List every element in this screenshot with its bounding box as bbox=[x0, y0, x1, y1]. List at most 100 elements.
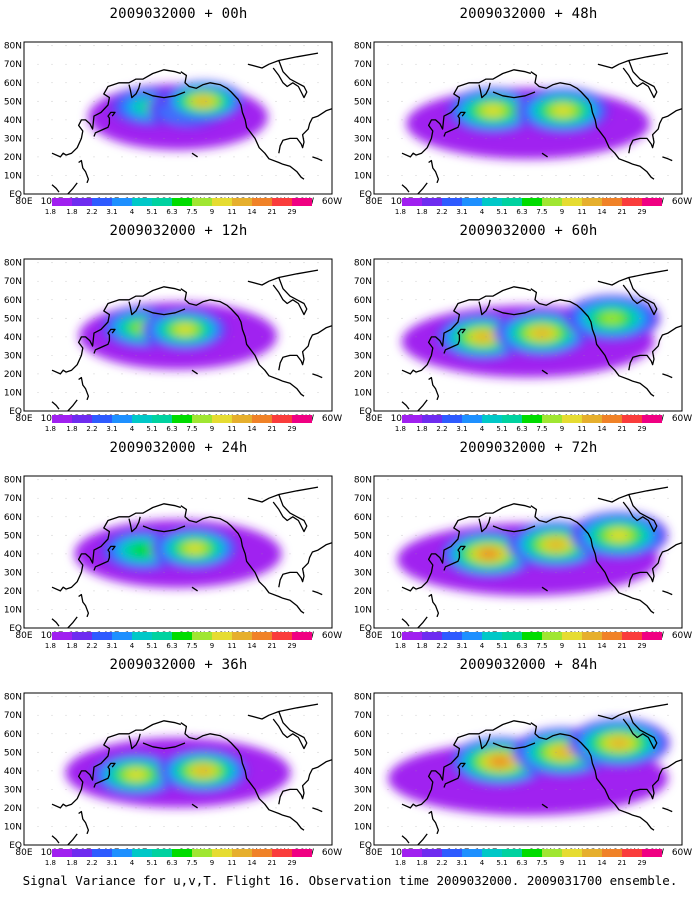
lat-tick-label: 40N bbox=[4, 116, 22, 126]
colorbar-label: 11 bbox=[578, 425, 587, 433]
colorbar-label: 5.1 bbox=[496, 425, 507, 433]
colorbar-swatch bbox=[252, 632, 272, 640]
lat-tick-label: EQ bbox=[359, 190, 372, 200]
colorbar-label: 3.1 bbox=[106, 859, 117, 867]
colorbar-label: 1.8 bbox=[66, 642, 77, 650]
colorbar-swatch bbox=[232, 198, 252, 206]
lat-tick-label: EQ bbox=[9, 407, 22, 417]
lat-tick-label: 70N bbox=[354, 711, 372, 721]
colorbar-label: 4 bbox=[480, 642, 485, 650]
lat-tick-label: EQ bbox=[359, 407, 372, 417]
lat-tick-label: 70N bbox=[354, 60, 372, 70]
colorbar-swatch bbox=[132, 415, 152, 423]
forecast-panel: 2009032000 + 72h 80N 70N 60N 50N 40N 30N 20N 10N… bbox=[354, 438, 700, 656]
colorbar-swatch bbox=[402, 849, 422, 857]
colorbar-label: 7.5 bbox=[186, 859, 197, 867]
lat-tick-label: 50N bbox=[4, 97, 22, 107]
lon-tick-label: 60W bbox=[672, 631, 692, 641]
colorbar-label: 1.8 bbox=[45, 642, 56, 650]
lat-tick-label: 80N bbox=[354, 693, 372, 703]
colorbar-swatch bbox=[192, 632, 212, 640]
lat-tick-label: 30N bbox=[4, 568, 22, 578]
colorbar-label: 7.5 bbox=[186, 642, 197, 650]
coastline bbox=[51, 703, 332, 845]
colorbar-label: 1.8 bbox=[45, 208, 56, 216]
forecast-panel: 2009032000 + 24h 80N 70N 60N 50N 40N 30N 20N 10N… bbox=[4, 438, 351, 656]
colorbar-swatch bbox=[152, 632, 172, 640]
lat-tick-label: 20N bbox=[4, 804, 22, 814]
colorbar-label: 4 bbox=[480, 859, 485, 867]
colorbar-swatch bbox=[582, 849, 602, 857]
lat-tick-label: 70N bbox=[354, 277, 372, 287]
colorbar-swatch bbox=[212, 415, 232, 423]
colorbar-label: 5.1 bbox=[146, 642, 157, 650]
colorbar-label: 29 bbox=[288, 425, 297, 433]
colorbar-label: 6.3 bbox=[516, 425, 527, 433]
colorbar-swatch bbox=[522, 849, 542, 857]
colorbar-swatch bbox=[622, 198, 642, 206]
variance-contour bbox=[552, 105, 574, 116]
colorbar-swatch bbox=[602, 415, 622, 423]
colorbar-swatch bbox=[642, 415, 662, 423]
colorbar-swatch bbox=[542, 198, 562, 206]
colorbar-swatch bbox=[542, 632, 562, 640]
lat-tick-label: 50N bbox=[354, 97, 372, 107]
colorbar-label: 4 bbox=[130, 642, 135, 650]
colorbar-swatch bbox=[92, 198, 112, 206]
colorbar-label: 11 bbox=[578, 208, 587, 216]
colorbar-label: 3.1 bbox=[456, 859, 467, 867]
colorbar-label: 7.5 bbox=[536, 642, 547, 650]
panel-title: 2009032000 + 84h bbox=[459, 657, 598, 673]
colorbar-label: 14 bbox=[248, 642, 257, 650]
colorbar-swatch bbox=[72, 849, 92, 857]
lat-tick-label: 80N bbox=[354, 476, 372, 486]
lat-tick-label: 60N bbox=[354, 513, 372, 523]
lat-tick-label: 80N bbox=[4, 693, 22, 703]
colorbar-swatch bbox=[642, 632, 662, 640]
colorbar-swatch bbox=[482, 632, 502, 640]
colorbar-label: 29 bbox=[638, 208, 647, 216]
lon-tick-label: 60W bbox=[672, 197, 692, 207]
colorbar-label: 2.2 bbox=[436, 425, 447, 433]
lat-tick-label: 80N bbox=[4, 42, 22, 52]
colorbar-swatch bbox=[252, 849, 272, 857]
colorbar-swatch bbox=[602, 632, 622, 640]
lon-tick-label: 80E bbox=[365, 197, 382, 207]
lat-tick-label: EQ bbox=[9, 190, 22, 200]
colorbar-swatch bbox=[562, 849, 582, 857]
colorbar-label: 1.8 bbox=[416, 425, 427, 433]
colorbar-swatch bbox=[442, 849, 462, 857]
variance-contour bbox=[194, 97, 212, 106]
colorbar-label: 9 bbox=[210, 425, 214, 433]
panel-title: 2009032000 + 48h bbox=[459, 6, 598, 22]
colorbar-swatch bbox=[112, 632, 132, 640]
colorbar-swatch bbox=[272, 632, 292, 640]
colorbar-label: 3.1 bbox=[106, 642, 117, 650]
colorbar-swatch bbox=[272, 415, 292, 423]
lat-tick-label: EQ bbox=[9, 841, 22, 851]
lat-tick-label: 40N bbox=[354, 333, 372, 343]
lat-tick-label: 70N bbox=[354, 494, 372, 504]
lat-tick-label: 50N bbox=[4, 531, 22, 541]
colorbar-label: 1.8 bbox=[395, 642, 406, 650]
lon-tick-label: 80E bbox=[365, 631, 382, 641]
lat-tick-label: 80N bbox=[4, 476, 22, 486]
colorbar-swatch bbox=[402, 415, 422, 423]
colorbar-swatch bbox=[272, 198, 292, 206]
panel-title: 2009032000 + 36h bbox=[109, 657, 248, 673]
lat-tick-label: 40N bbox=[4, 767, 22, 777]
colorbar-swatch bbox=[482, 415, 502, 423]
colorbar-label: 1.8 bbox=[66, 425, 77, 433]
colorbar-swatch bbox=[622, 415, 642, 423]
colorbar-label: 9 bbox=[210, 208, 214, 216]
lat-tick-label: 50N bbox=[354, 748, 372, 758]
colorbar-label: 9 bbox=[560, 642, 564, 650]
colorbar-label: 11 bbox=[228, 859, 237, 867]
colorbar-swatch bbox=[192, 415, 212, 423]
forecast-panel: 2009032000 + 12h 80N 70N 60N 50N 40N 30N 20N 10N… bbox=[4, 221, 351, 439]
colorbar-swatch bbox=[582, 632, 602, 640]
colorbar-swatch bbox=[542, 415, 562, 423]
panel-title: 2009032000 + 60h bbox=[459, 223, 598, 239]
colorbar-label: 5.1 bbox=[146, 208, 157, 216]
lat-tick-label: 20N bbox=[354, 804, 372, 814]
